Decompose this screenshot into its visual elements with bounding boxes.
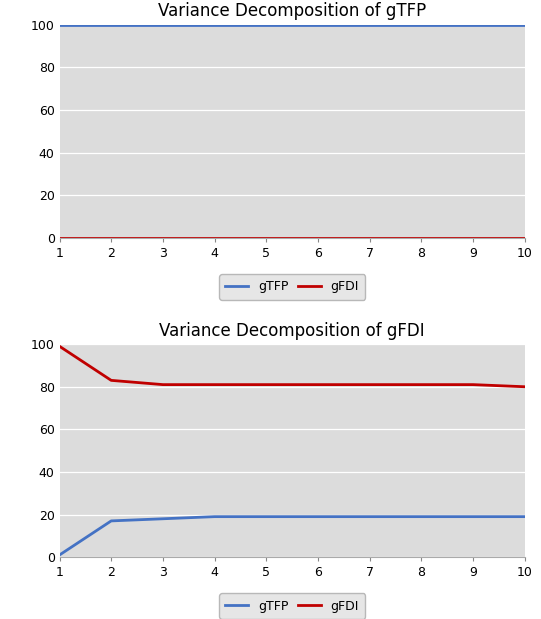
Legend: gTFP, gFDI: gTFP, gFDI xyxy=(219,274,365,300)
Legend: gTFP, gFDI: gTFP, gFDI xyxy=(219,594,365,619)
Title: Variance Decomposition of gFDI: Variance Decomposition of gFDI xyxy=(160,322,425,340)
Title: Variance Decomposition of gTFP: Variance Decomposition of gTFP xyxy=(158,2,426,20)
